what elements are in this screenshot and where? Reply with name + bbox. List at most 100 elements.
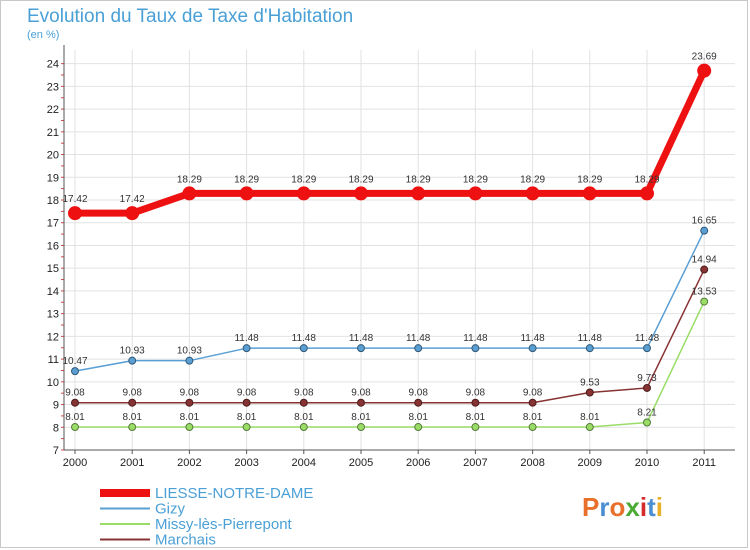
legend-label-gizy: Gizy <box>155 501 186 518</box>
data-label-missy-l-s-pierrepont: 8.01 <box>294 412 314 423</box>
chart-title: Evolution du Taux de Taxe d'Habitation <box>27 6 354 27</box>
x-tick-label: 2009 <box>578 457 602 469</box>
y-tick-label: 8 <box>53 422 59 434</box>
data-label-liesse-notre-dame: 18.29 <box>463 174 488 185</box>
data-label-liesse-notre-dame: 18.29 <box>634 174 659 185</box>
y-tick-label: 19 <box>47 172 59 184</box>
data-label-liesse-notre-dame: 18.29 <box>348 174 373 185</box>
data-point-marchais <box>242 398 251 407</box>
data-point-gizy <box>128 356 137 365</box>
data-point-missy-l-s-pierrepont <box>471 423 480 432</box>
data-point-marchais <box>471 398 480 407</box>
y-tick-label: 20 <box>47 150 59 162</box>
data-label-liesse-notre-dame: 18.29 <box>234 174 259 185</box>
data-point-gizy <box>528 344 537 353</box>
data-point-missy-l-s-pierrepont <box>643 418 651 427</box>
x-tick-label: 2000 <box>63 457 87 469</box>
data-label-marchais: 9.08 <box>408 388 428 399</box>
data-label-liesse-notre-dame: 18.29 <box>177 174 202 185</box>
data-point-liesse-notre-dame <box>239 186 254 201</box>
data-label-gizy: 10.93 <box>177 346 202 357</box>
data-point-missy-l-s-pierrepont <box>700 297 709 306</box>
data-label-missy-l-s-pierrepont: 8.01 <box>580 412 600 423</box>
data-point-gizy <box>585 344 594 353</box>
data-label-gizy: 11.48 <box>234 333 259 344</box>
grid-layer <box>64 50 735 451</box>
y-tick-label: 13 <box>47 309 59 321</box>
y-tick-label: 16 <box>47 240 59 252</box>
data-point-liesse-notre-dame <box>296 186 311 201</box>
data-point-gizy <box>299 344 308 353</box>
data-point-gizy <box>242 344 251 353</box>
data-point-liesse-notre-dame <box>68 206 82 221</box>
y-tick-label: 9 <box>53 400 59 412</box>
x-tick-label: 2005 <box>349 457 373 469</box>
data-label-missy-l-s-pierrepont: 8.01 <box>523 412 543 423</box>
x-tick-label: 2002 <box>177 457 201 469</box>
x-tick-label: 2010 <box>635 457 659 469</box>
data-label-layer: 10.47 10.93 10.93 11.48 11.48 11.48 11.48 11.48… <box>62 52 717 423</box>
y-tick-label: 15 <box>47 263 59 275</box>
data-point-gizy <box>357 344 365 353</box>
data-label-missy-l-s-pierrepont: 8.01 <box>180 412 200 423</box>
unit-label: (en %) <box>27 29 60 41</box>
data-label-liesse-notre-dame: 18.29 <box>520 174 545 185</box>
data-label-gizy: 11.48 <box>349 333 374 344</box>
data-point-liesse-notre-dame <box>525 186 540 201</box>
x-tick-label: 2003 <box>234 457 258 469</box>
data-label-gizy: 11.48 <box>463 333 488 344</box>
series-line-marchais <box>75 269 705 404</box>
data-label-gizy: 16.65 <box>692 216 717 227</box>
logo-letter: r <box>599 492 609 522</box>
data-label-gizy: 11.48 <box>578 333 603 344</box>
y-tick-label: 18 <box>47 195 59 207</box>
data-point-marchais <box>643 383 651 392</box>
data-label-missy-l-s-pierrepont: 8.01 <box>408 412 428 423</box>
y-tick-label: 14 <box>47 286 59 298</box>
data-point-liesse-notre-dame <box>468 186 483 201</box>
axis-layer: 7 8 9 10 11 12 13 14 15 16 17 18 19 20 21 22 23 24 2000 200… <box>47 45 735 469</box>
data-point-missy-l-s-pierrepont <box>299 423 308 432</box>
data-point-marchais <box>700 265 709 274</box>
x-tick-label: 2011 <box>692 457 716 469</box>
legend-label-missy-l-s-pierrepont: Missy-lès-Pierrepont <box>155 516 293 533</box>
proxiti-logo-text: Proxiti <box>582 492 663 522</box>
data-point-missy-l-s-pierrepont <box>414 423 423 432</box>
data-label-missy-l-s-pierrepont: 8.01 <box>351 412 371 423</box>
data-point-liesse-notre-dame <box>411 186 426 201</box>
data-point-gizy <box>700 226 709 235</box>
y-tick-label: 21 <box>47 127 59 139</box>
logo-letter: i <box>656 492 663 522</box>
data-label-gizy: 11.48 <box>292 333 317 344</box>
data-label-liesse-notre-dame: 18.29 <box>291 174 316 185</box>
data-point-missy-l-s-pierrepont <box>528 423 537 432</box>
legend: LIESSE-NOTRE-DAMEGizyMissy-lès-Pierrepon… <box>100 485 313 549</box>
x-tick-label: 2001 <box>120 457 144 469</box>
series-line-missy-l-s-pierrepont <box>75 301 705 428</box>
data-label-missy-l-s-pierrepont: 8.01 <box>122 412 142 423</box>
data-point-liesse-notre-dame <box>640 186 654 201</box>
y-tick-label: 10 <box>47 377 59 389</box>
data-label-marchais: 9.08 <box>180 388 200 399</box>
logo-letter: o <box>609 492 625 522</box>
y-tick-label: 12 <box>47 331 59 343</box>
data-label-gizy: 11.48 <box>406 333 431 344</box>
data-point-marchais <box>414 398 423 407</box>
series-line-liesse-notre-dame <box>75 69 708 217</box>
data-label-marchais: 9.53 <box>580 378 600 389</box>
x-tick-label: 2004 <box>292 457 316 469</box>
data-point-gizy <box>471 344 480 353</box>
legend-label-marchais: Marchais <box>155 532 216 549</box>
data-label-missy-l-s-pierrepont: 13.53 <box>692 287 717 298</box>
data-label-marchais: 9.08 <box>65 388 85 399</box>
logo-letter: P <box>582 492 599 522</box>
data-label-marchais: 9.73 <box>637 373 657 384</box>
logo-letter: i <box>640 492 647 522</box>
data-point-marchais <box>71 398 79 407</box>
legend-label-liesse-notre-dame: LIESSE-NOTRE-DAME <box>155 485 313 502</box>
data-label-marchais: 9.08 <box>466 388 486 399</box>
data-label-liesse-notre-dame: 17.42 <box>62 194 87 205</box>
data-point-marchais <box>357 398 365 407</box>
data-point-gizy <box>71 367 79 376</box>
